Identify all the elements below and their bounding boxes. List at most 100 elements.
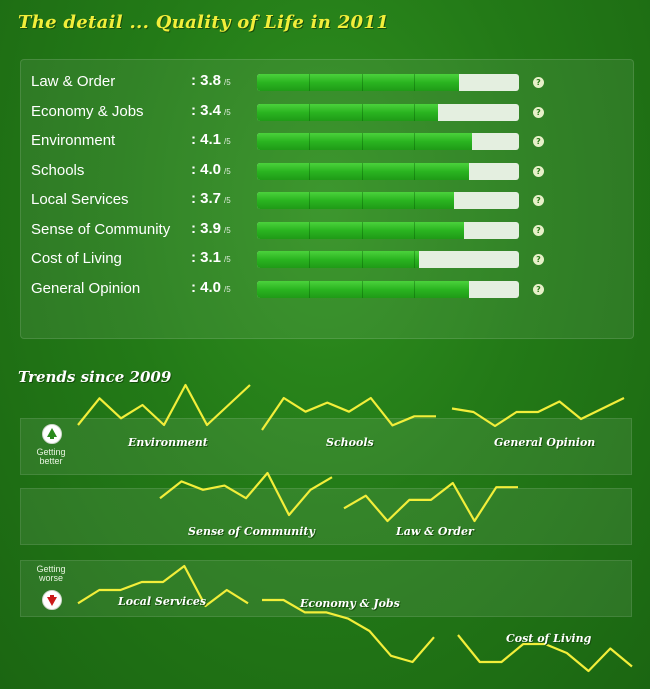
- page-title: The detail ... Quality of Life in 2011: [18, 12, 390, 33]
- help-icon[interactable]: ?: [533, 283, 544, 295]
- rating-bar-divider: [309, 133, 311, 150]
- rating-bar: [257, 280, 519, 298]
- rating-bar-divider: [414, 280, 416, 298]
- rating-bar-fill: [257, 251, 420, 268]
- rating-score: : 3.4/5: [191, 101, 231, 119]
- rating-label: General Opinion: [31, 279, 141, 297]
- rating-bar-divider: [309, 221, 311, 239]
- rating-label: Cost of Living: [31, 250, 122, 267]
- help-icon[interactable]: ?: [533, 195, 544, 206]
- up-arrow-icon: [42, 424, 62, 444]
- trend-label: General Opinion: [494, 436, 596, 449]
- rating-bar: [257, 221, 519, 239]
- rating-row: Local Services: 3.7/5?: [21, 188, 633, 214]
- rating-bar-divider: [361, 162, 363, 180]
- rating-value: 3.8: [200, 72, 222, 89]
- rating-row: Sense of Community : 3.9/5?: [21, 218, 633, 244]
- rating-bar-divider: [309, 251, 311, 268]
- rating-value: 3.9: [200, 219, 222, 237]
- trend-label: Sense of Community: [188, 525, 315, 538]
- rating-bar-fill: [257, 133, 472, 150]
- rating-bar: [257, 133, 519, 150]
- rating-score: : 3.9/5: [191, 219, 231, 237]
- down-arrow-icon: [42, 590, 62, 610]
- rating-bar-fill: [257, 221, 464, 239]
- rating-bar-divider: [361, 103, 363, 121]
- rating-denominator: /5: [224, 225, 231, 235]
- rating-denominator: /5: [224, 196, 231, 205]
- help-icon[interactable]: ?: [533, 77, 544, 88]
- trend-line: [77, 383, 251, 427]
- trend-line: [159, 471, 333, 517]
- rating-label: Economy & Jobs: [31, 102, 144, 120]
- rating-bar-divider: [361, 133, 363, 150]
- trend-line: [261, 396, 436, 431]
- rating-bar-divider: [309, 74, 311, 91]
- rating-value: 4.1: [200, 131, 222, 148]
- rating-label: Sense of Community: [31, 220, 171, 238]
- rating-score: : 4.1/5: [191, 131, 231, 148]
- help-icon[interactable]: ?: [533, 106, 544, 118]
- trend-band-better: [20, 418, 632, 475]
- rating-denominator: /5: [224, 166, 231, 176]
- help-icon[interactable]: ?: [533, 136, 544, 147]
- rating-bar-divider: [309, 280, 311, 298]
- rating-row: Economy & Jobs : 3.4/5?: [21, 100, 633, 126]
- rating-bar-divider: [414, 221, 416, 239]
- rating-bar-fill: [257, 74, 459, 91]
- rating-bar-divider: [414, 162, 416, 180]
- rating-bar-divider: [361, 221, 363, 239]
- rating-row: Law & Order : 3.8/5?: [21, 70, 633, 96]
- rating-bar-fill: [257, 192, 454, 209]
- trend-band-same: [20, 488, 632, 545]
- rating-bar-fill: [257, 162, 470, 180]
- rating-row: Schools: 4.0/5?: [21, 159, 633, 185]
- rating-bar: [257, 162, 519, 180]
- rating-row: General Opinion : 4.0/5?: [21, 277, 633, 303]
- rating-bar-fill: [257, 103, 438, 121]
- rating-bar-divider: [309, 162, 311, 180]
- rating-bar-divider: [414, 103, 416, 121]
- rating-row: Cost of Living : 3.1/5?: [21, 247, 633, 273]
- trend-line: [343, 481, 518, 523]
- rating-bar-divider: [309, 192, 311, 209]
- trend-line: [457, 634, 633, 673]
- rating-label: Schools: [31, 161, 85, 179]
- trend-label: Environment: [128, 436, 208, 449]
- rating-value: 4.0: [200, 160, 222, 178]
- rating-value: 3.7: [200, 190, 222, 207]
- help-icon[interactable]: ?: [533, 224, 544, 236]
- rating-bar-divider: [309, 103, 311, 121]
- rating-bar-divider: [414, 133, 416, 150]
- rating-score: : 3.8/5: [191, 72, 231, 89]
- rating-bar-divider: [414, 192, 416, 209]
- getting-worse-label: Getting worse: [36, 564, 66, 583]
- rating-bar-divider: [414, 74, 416, 91]
- trend-line: [262, 598, 435, 664]
- rating-value: 3.4: [200, 101, 222, 119]
- rating-denominator: /5: [224, 78, 231, 87]
- trend-label: Local Services: [118, 595, 207, 608]
- trend-label: Law & Order: [396, 525, 474, 538]
- rating-bar: [257, 192, 519, 209]
- rating-bar-fill: [257, 280, 470, 298]
- rating-label: Local Services: [31, 191, 129, 208]
- rating-value: 3.1: [200, 249, 222, 266]
- trends-title: Trends since 2009: [18, 368, 172, 386]
- help-icon[interactable]: ?: [533, 254, 544, 265]
- rating-bar: [257, 103, 519, 121]
- rating-score: : 4.0/5: [191, 278, 231, 296]
- rating-denominator: /5: [224, 284, 231, 294]
- trend-label: Cost of Living: [506, 632, 592, 645]
- rating-label: Environment: [31, 132, 116, 149]
- rating-label: Law & Order: [31, 73, 116, 90]
- rating-value: 4.0: [200, 278, 222, 296]
- rating-bar-divider: [361, 192, 363, 209]
- help-icon[interactable]: ?: [533, 165, 544, 177]
- rating-denominator: /5: [224, 137, 231, 146]
- rating-score: : 3.1/5: [191, 249, 231, 266]
- rating-bar-divider: [361, 280, 363, 298]
- trend-line: [77, 564, 249, 608]
- rating-bar: [257, 251, 519, 268]
- trend-line: [451, 397, 625, 428]
